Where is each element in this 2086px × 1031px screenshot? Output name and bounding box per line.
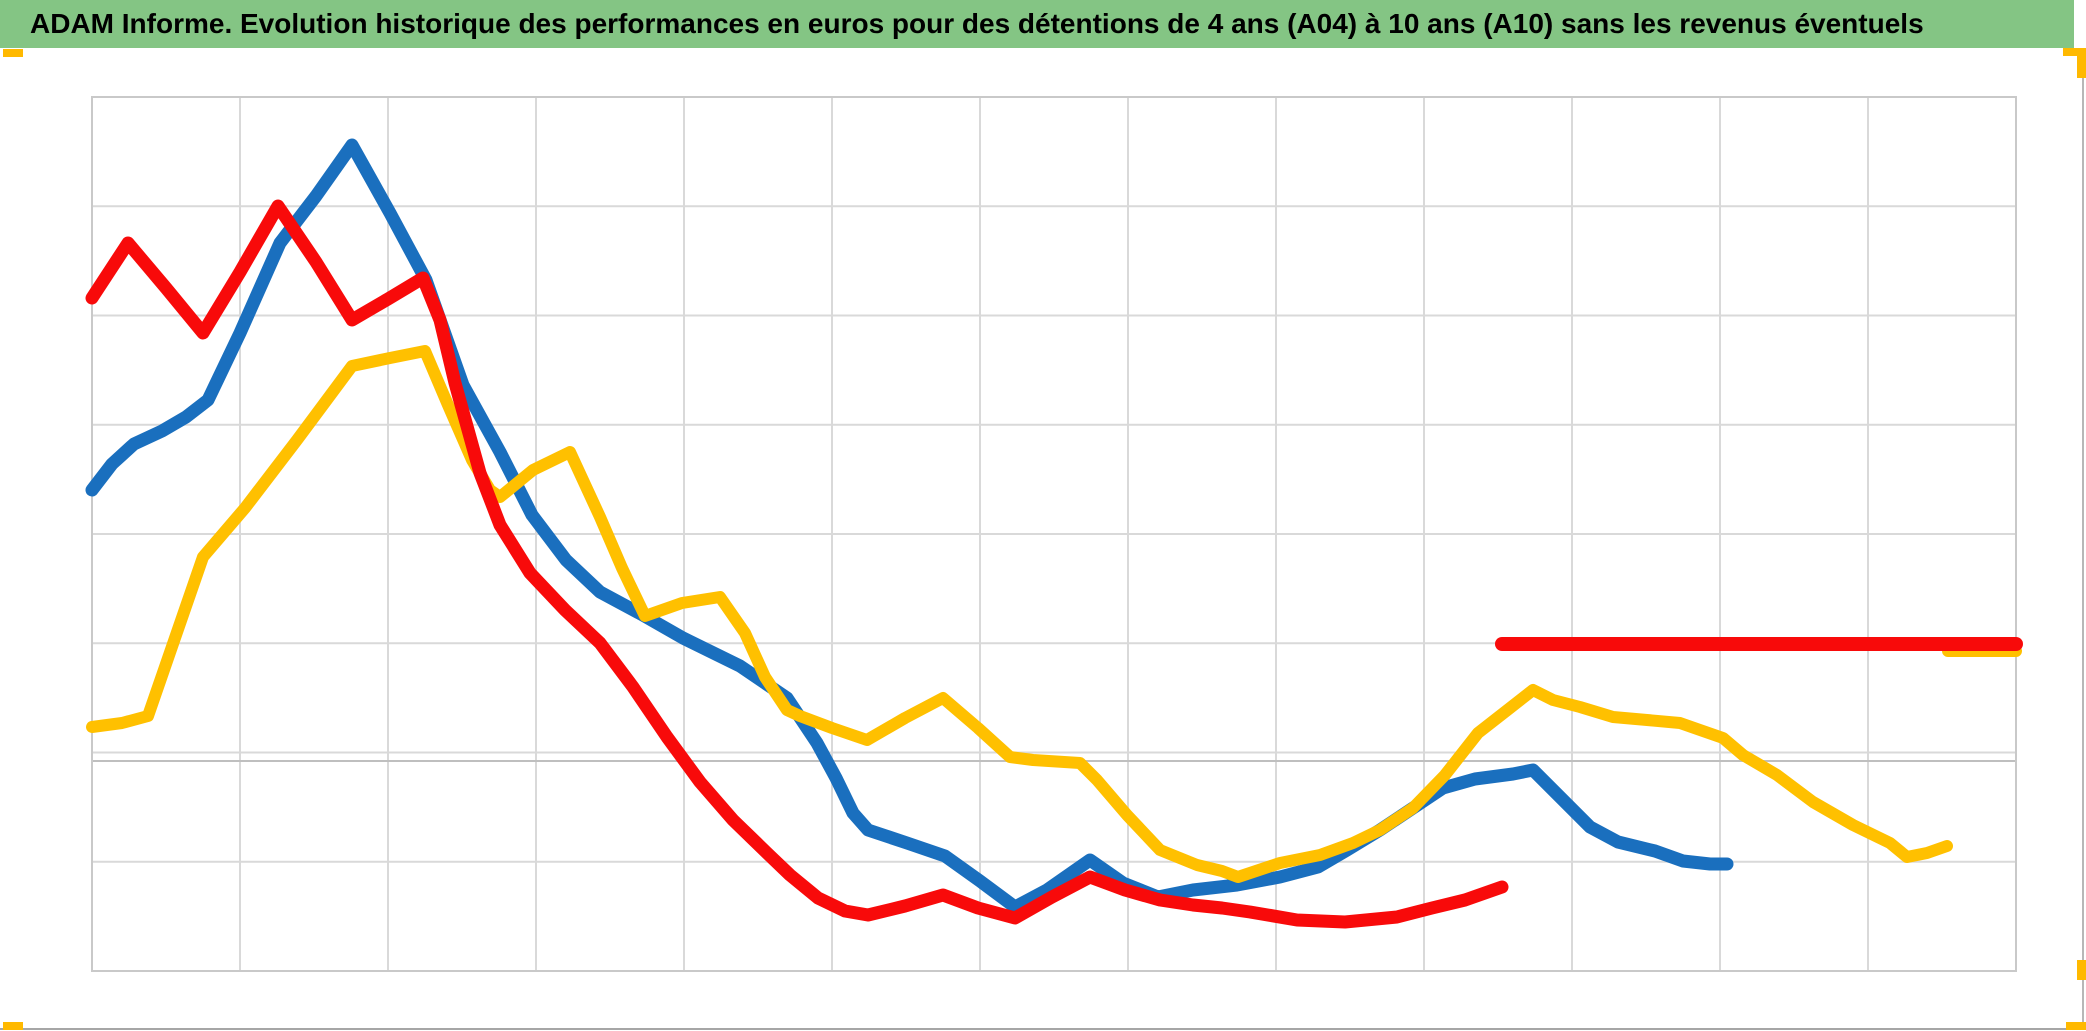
selection-handle-top-left[interactable] — [3, 49, 23, 57]
chart-title-bar: ADAM Informe. Evolution historique des p… — [0, 0, 2074, 48]
selection-handle-bottom-left[interactable] — [3, 1022, 23, 1030]
selection-handle-top-right-h[interactable] — [2063, 48, 2086, 56]
red-performance-curve — [85, 199, 1509, 929]
chart-title: ADAM Informe. Evolution historique des p… — [30, 8, 1924, 39]
selection-handle-top-right-v[interactable] — [2077, 56, 2086, 78]
window-bottom-edge — [0, 1028, 2086, 1030]
plot-border — [91, 96, 2017, 972]
window-right-edge — [2082, 48, 2084, 1029]
selection-handle-bottom-right-v[interactable] — [2077, 960, 2086, 980]
blue-performance-curve — [85, 138, 1734, 914]
yellow-performance-curve — [86, 345, 1953, 883]
selection-handle-bottom-right-h[interactable] — [2066, 1022, 2086, 1030]
